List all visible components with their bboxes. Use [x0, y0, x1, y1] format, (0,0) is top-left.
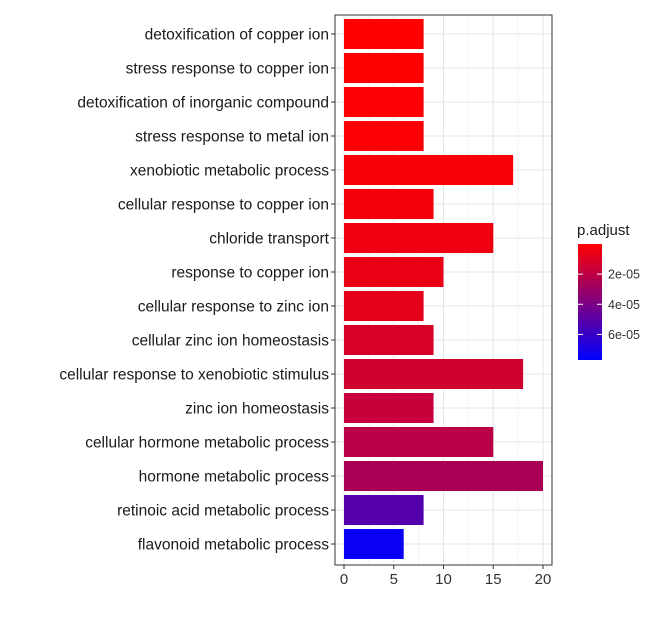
x-tick-label: 5 [390, 571, 398, 588]
category-label: cellular response to zinc ion [138, 299, 329, 316]
bar [344, 19, 424, 49]
category-label: detoxification of inorganic compound [77, 95, 329, 112]
x-tick-label: 0 [340, 571, 348, 588]
category-label: xenobiotic metabolic process [130, 163, 329, 180]
bar [344, 393, 434, 423]
bar [344, 359, 524, 389]
category-label: cellular response to xenobiotic stimulus [59, 367, 329, 384]
category-label: zinc ion homeostasis [185, 401, 329, 418]
category-label: retinoic acid metabolic process [117, 503, 329, 520]
bar [344, 529, 404, 559]
x-axis-ticks: 0 5 10 15 20 [340, 565, 552, 588]
category-label: stress response to copper ion [126, 61, 329, 78]
bar [344, 257, 444, 287]
legend-ticks: 2e-05 4e-05 6e-05 [578, 268, 640, 342]
category-label: cellular response to copper ion [118, 197, 329, 214]
category-label: stress response to metal ion [135, 129, 329, 146]
bar [344, 427, 494, 457]
legend: p.adjust 2e-05 4e-05 6e-05 [577, 222, 640, 360]
x-tick-label: 10 [435, 571, 452, 588]
category-label: chloride transport [209, 231, 329, 248]
bar [344, 155, 514, 185]
legend-title: p.adjust [577, 222, 630, 239]
category-label: detoxification of copper ion [145, 27, 329, 44]
bar [344, 291, 424, 321]
legend-tick-label: 4e-05 [608, 298, 640, 312]
bars [344, 19, 543, 559]
bar [344, 53, 424, 83]
category-label: cellular hormone metabolic process [85, 435, 329, 452]
category-label: response to copper ion [171, 265, 329, 282]
bar [344, 461, 543, 491]
bar [344, 121, 424, 151]
bar [344, 495, 424, 525]
bar [344, 87, 424, 117]
legend-tick-label: 2e-05 [608, 268, 640, 282]
category-label: cellular zinc ion homeostasis [132, 333, 330, 350]
bar [344, 189, 434, 219]
legend-colorbar [578, 244, 602, 360]
bar [344, 325, 434, 355]
category-labels: detoxification of copper ion stress respo… [59, 27, 335, 554]
category-label: flavonoid metabolic process [138, 537, 330, 554]
legend-tick-label: 6e-05 [608, 328, 640, 342]
bar [344, 223, 494, 253]
category-label: hormone metabolic process [139, 469, 330, 486]
x-tick-label: 20 [535, 571, 552, 588]
x-tick-label: 15 [485, 571, 502, 588]
